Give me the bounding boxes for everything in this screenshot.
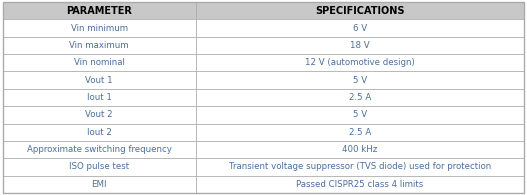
Text: Passed CISPR25 class 4 limits: Passed CISPR25 class 4 limits: [296, 180, 424, 189]
Bar: [3, 54, 196, 71]
Bar: [196, 106, 524, 124]
Text: 12 V (automotive design): 12 V (automotive design): [305, 58, 415, 67]
Text: Iout 1: Iout 1: [87, 93, 112, 102]
Text: 6 V: 6 V: [353, 24, 367, 33]
Bar: [3, 71, 196, 89]
Text: Vout 1: Vout 1: [85, 76, 113, 85]
Bar: [196, 71, 524, 89]
Bar: [196, 158, 524, 176]
Text: Vin maximum: Vin maximum: [70, 41, 129, 50]
Text: 2.5 A: 2.5 A: [349, 128, 371, 137]
Text: 400 kHz: 400 kHz: [343, 145, 378, 154]
Bar: [3, 176, 196, 193]
Bar: [3, 141, 196, 158]
Bar: [196, 141, 524, 158]
Bar: [196, 37, 524, 54]
Text: 18 V: 18 V: [350, 41, 370, 50]
Bar: [3, 124, 196, 141]
Text: 5 V: 5 V: [353, 76, 367, 85]
Text: Vin minimum: Vin minimum: [71, 24, 128, 33]
Bar: [196, 54, 524, 71]
Text: Approximate switching frequency: Approximate switching frequency: [27, 145, 172, 154]
Bar: [196, 2, 524, 19]
Bar: [3, 158, 196, 176]
Bar: [3, 37, 196, 54]
Text: Iout 2: Iout 2: [87, 128, 112, 137]
Bar: [196, 89, 524, 106]
Text: 5 V: 5 V: [353, 110, 367, 119]
Bar: [3, 89, 196, 106]
Text: Transient voltage suppressor (TVS diode) used for protection: Transient voltage suppressor (TVS diode)…: [229, 162, 491, 171]
Bar: [196, 124, 524, 141]
Text: 2.5 A: 2.5 A: [349, 93, 371, 102]
Text: EMI: EMI: [91, 180, 107, 189]
Text: PARAMETER: PARAMETER: [66, 6, 132, 16]
Bar: [196, 19, 524, 37]
Text: Vin nominal: Vin nominal: [74, 58, 124, 67]
Bar: [196, 176, 524, 193]
Bar: [3, 106, 196, 124]
Bar: [3, 2, 196, 19]
Text: ISO pulse test: ISO pulse test: [69, 162, 129, 171]
Text: Vout 2: Vout 2: [85, 110, 113, 119]
Bar: [3, 19, 196, 37]
Text: SPECIFICATIONS: SPECIFICATIONS: [315, 6, 405, 16]
